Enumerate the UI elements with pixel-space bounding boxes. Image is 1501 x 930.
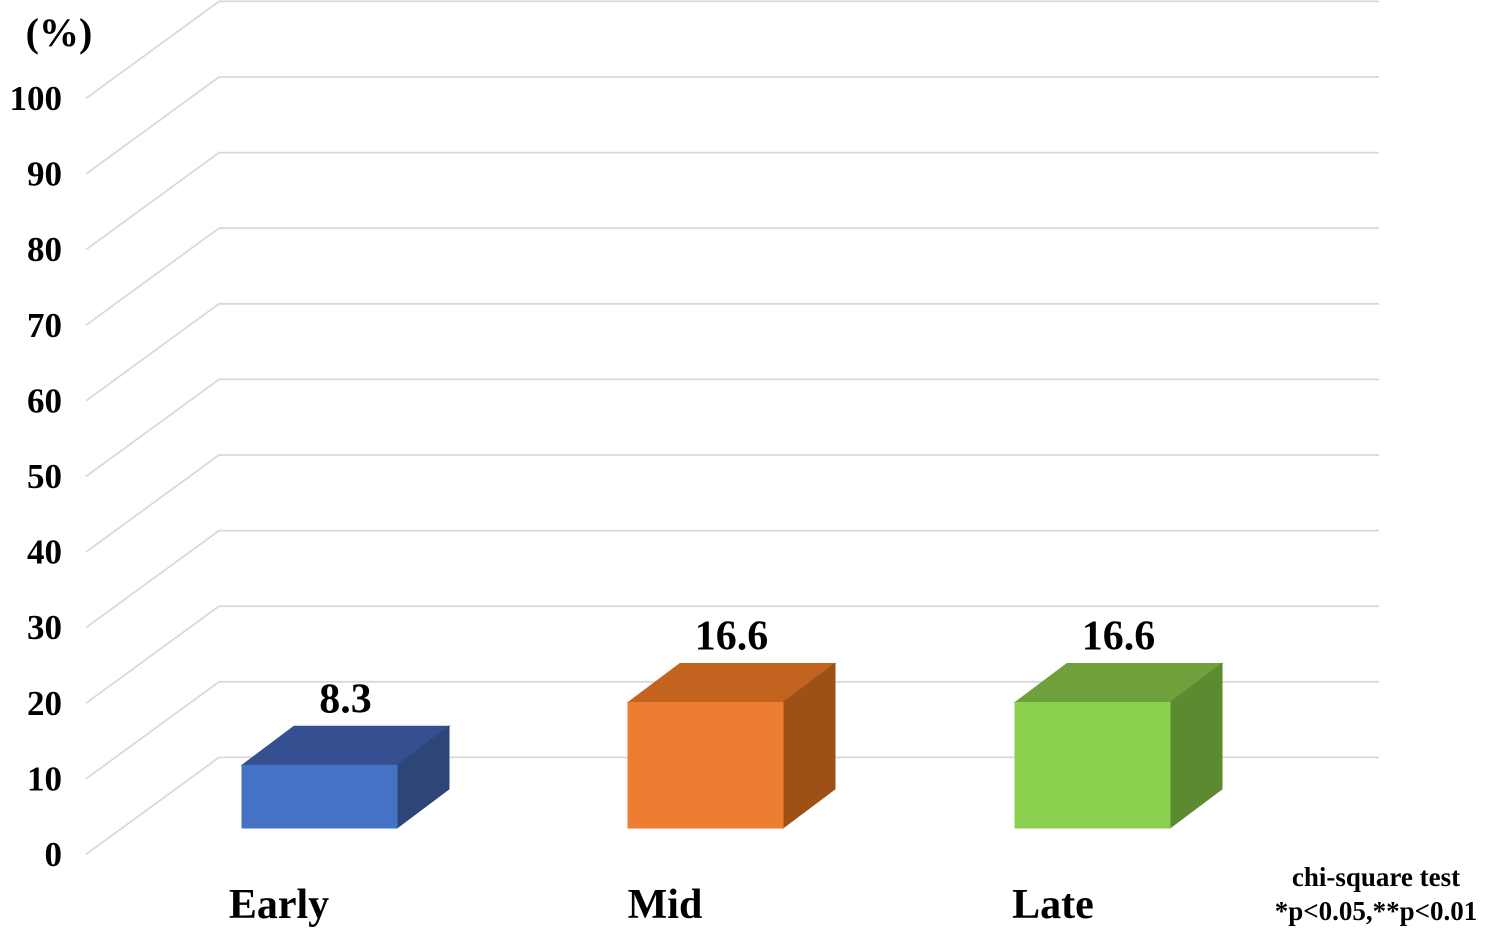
y-tick-label-70: 70 (27, 306, 62, 345)
y-tick-label-80: 80 (27, 230, 62, 269)
gridline-100 (85, 76, 1379, 175)
bar-late-front-face (1014, 702, 1171, 829)
y-tick-label-60: 60 (27, 381, 62, 420)
y-tick-label-10: 10 (27, 759, 62, 798)
y-tick-label-100: 100 (10, 79, 63, 118)
category-label-early: Early (229, 882, 329, 928)
gridline-90 (85, 151, 1379, 251)
value-label-late: 16.6 (1082, 614, 1156, 660)
gridline-10 (85, 756, 1379, 856)
y-axis-unit-label: (%) (26, 10, 93, 55)
y-tick-label-30: 30 (27, 608, 62, 647)
gridline-60 (85, 378, 1379, 478)
annotation-line1: chi-square test (1292, 862, 1460, 892)
category-labels: Early Mid Late (229, 882, 1094, 928)
category-label-mid: Mid (628, 882, 703, 928)
annotation-line2: *p<0.05,**p<0.01 (1275, 896, 1478, 926)
gridline-80 (85, 227, 1379, 326)
bar-late (1013, 662, 1224, 829)
value-labels: 8.3 16.6 16.6 (319, 614, 1155, 723)
bar-early (240, 725, 451, 829)
y-tick-label-90: 90 (27, 155, 62, 194)
gridline-20 (85, 680, 1379, 780)
gridline-110 (85, 0, 1379, 100)
value-label-early: 8.3 (319, 676, 372, 722)
bar-early-front-face (241, 764, 398, 829)
y-tick-label-0: 0 (45, 835, 63, 874)
category-label-late: Late (1012, 882, 1094, 928)
y-tick-label-40: 40 (27, 533, 62, 572)
gridline-40 (85, 529, 1379, 629)
bars (240, 662, 1224, 829)
y-axis-tick-labels: 0 10 20 30 40 50 60 70 80 90 100 (10, 79, 63, 874)
bar-mid (626, 662, 837, 829)
value-label-mid: 16.6 (695, 614, 769, 660)
gridlines (85, 0, 1379, 856)
bar-mid-front-face (627, 702, 784, 829)
gridline-70 (85, 302, 1379, 402)
y-tick-label-20: 20 (27, 684, 62, 723)
gridline-50 (85, 454, 1379, 553)
gridline-30 (85, 605, 1379, 704)
y-tick-label-50: 50 (27, 457, 62, 496)
